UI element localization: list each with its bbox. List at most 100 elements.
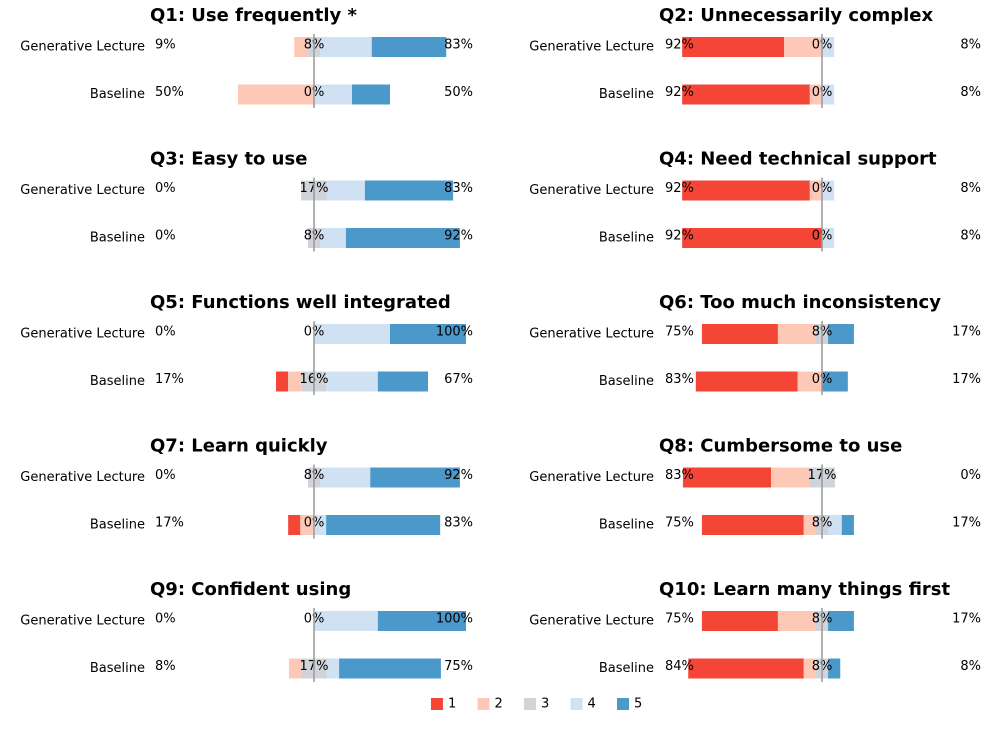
panel-title: Q10: Learn many things first	[659, 579, 951, 600]
bar-segment	[377, 611, 466, 631]
bar-segment	[682, 37, 784, 57]
positive-label: 92%	[444, 468, 473, 483]
legend-swatch	[524, 698, 536, 710]
bar-segment	[300, 515, 314, 535]
category-label: Generative Lecture	[20, 614, 145, 629]
negative-label: 75%	[665, 516, 694, 531]
bar-segment	[371, 37, 447, 57]
positive-label: 83%	[444, 38, 473, 53]
negative-label: 8%	[155, 659, 176, 674]
bar-segment	[828, 515, 842, 535]
panel-title: Q4: Need technical support	[659, 149, 937, 170]
negative-label: 17%	[155, 372, 184, 387]
bar-segment	[288, 515, 301, 535]
bar-segment	[828, 611, 854, 631]
legend-label: 5	[634, 697, 642, 712]
bar-segment	[682, 84, 810, 105]
bar-segment	[345, 228, 460, 248]
positive-label: 17%	[952, 325, 981, 340]
category-label: Generative Lecture	[20, 327, 145, 342]
bar-segment	[314, 324, 390, 344]
bar-segment	[803, 658, 816, 679]
positive-label: 100%	[436, 612, 473, 627]
negative-label: 83%	[665, 468, 694, 483]
bar-segment	[326, 658, 340, 679]
negative-label: 9%	[155, 38, 176, 53]
positive-label: 75%	[444, 659, 473, 674]
bar-segment	[314, 84, 352, 105]
bar-segment	[326, 371, 378, 392]
category-label: Generative Lecture	[529, 40, 654, 55]
category-label: Generative Lecture	[529, 614, 654, 629]
bar-segment	[777, 324, 816, 344]
bar-segment	[352, 84, 390, 105]
bar-segment	[822, 180, 835, 201]
negative-label: 17%	[155, 516, 184, 531]
bar-segment	[682, 228, 822, 248]
negative-label: 75%	[665, 612, 694, 627]
positive-label: 50%	[444, 85, 473, 100]
positive-label: 92%	[444, 229, 473, 244]
bar-segment	[294, 37, 308, 57]
negative-label: 0%	[155, 468, 176, 483]
negative-label: 84%	[665, 659, 694, 674]
bar-segment	[828, 324, 854, 344]
legend-label: 4	[588, 697, 596, 712]
bar-segment	[784, 37, 822, 57]
bar-segment	[320, 228, 346, 248]
positive-label: 8%	[960, 229, 981, 244]
negative-label: 0%	[155, 229, 176, 244]
bar-segment	[701, 324, 778, 344]
negative-label: 0%	[155, 612, 176, 627]
bar-segment	[314, 515, 327, 535]
category-label: Baseline	[90, 231, 145, 246]
bar-segment	[688, 658, 804, 679]
bar-segment	[390, 324, 466, 344]
negative-label: 50%	[155, 85, 184, 100]
bar-segment	[822, 371, 848, 392]
category-label: Baseline	[599, 87, 654, 102]
bar-segment	[288, 658, 302, 679]
category-label: Generative Lecture	[529, 470, 654, 485]
bar-segment	[276, 371, 289, 392]
panel-title: Q3: Easy to use	[150, 149, 307, 170]
bar-segment	[771, 467, 810, 488]
legend-label: 3	[541, 697, 549, 712]
positive-label: 17%	[952, 516, 981, 531]
bar-segment	[320, 37, 372, 57]
panel-title: Q7: Learn quickly	[150, 436, 328, 457]
negative-label: 92%	[665, 229, 694, 244]
panel-title: Q6: Too much inconsistency	[659, 292, 941, 313]
bar-segment	[326, 180, 365, 201]
negative-label: 92%	[665, 181, 694, 196]
bar-segment	[695, 371, 798, 392]
bar-segment	[288, 371, 302, 392]
negative-label: 0%	[155, 181, 176, 196]
category-label: Baseline	[90, 87, 145, 102]
category-label: Baseline	[599, 661, 654, 676]
bar-segment	[828, 658, 841, 679]
panel-title: Q9: Confident using	[150, 579, 351, 600]
category-label: Baseline	[599, 518, 654, 533]
positive-label: 67%	[444, 372, 473, 387]
negative-label: 75%	[665, 325, 694, 340]
bar-segment	[701, 515, 804, 535]
bar-segment	[682, 180, 810, 201]
negative-label: 92%	[665, 85, 694, 100]
category-label: Generative Lecture	[20, 183, 145, 198]
bar-segment	[809, 180, 822, 201]
bar-segment	[370, 467, 460, 488]
bar-segment	[377, 371, 428, 392]
positive-label: 8%	[960, 38, 981, 53]
positive-label: 83%	[444, 516, 473, 531]
panel-title: Q5: Functions well integrated	[150, 292, 451, 313]
category-label: Generative Lecture	[20, 470, 145, 485]
bar-segment	[364, 180, 454, 201]
category-label: Baseline	[90, 374, 145, 389]
positive-label: 100%	[436, 325, 473, 340]
bar-segment	[803, 515, 816, 535]
panel-title: Q2: Unnecessarily complex	[659, 5, 933, 26]
positive-label: 17%	[952, 372, 981, 387]
category-label: Baseline	[599, 374, 654, 389]
category-label: Baseline	[90, 661, 145, 676]
